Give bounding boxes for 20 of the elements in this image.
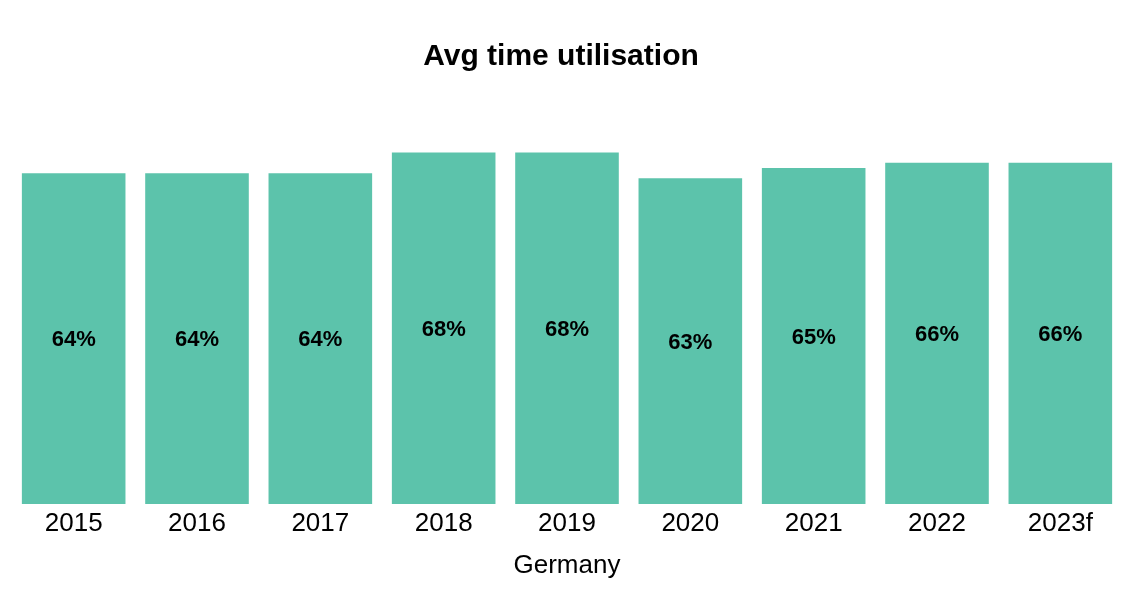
data-label: 64% (298, 326, 343, 352)
chart-title: Avg time utilisation (423, 37, 699, 71)
x-tick-label: 2015 (44, 507, 103, 537)
x-tick-label: 2019 (538, 507, 596, 537)
data-label: 64% (51, 326, 96, 352)
data-label: 64% (174, 326, 220, 352)
x-axis-title: Germany (513, 548, 621, 579)
data-label: 66% (1038, 320, 1083, 346)
x-tick-label: 2016 (168, 507, 226, 537)
x-tick-label: 2017 (291, 507, 350, 537)
x-tick-label: 2020 (661, 507, 720, 537)
x-tick-label: 2018 (414, 507, 473, 537)
data-label: 68% (544, 315, 590, 341)
data-label: 68% (421, 315, 466, 341)
data-label: 63% (668, 328, 713, 354)
x-tick-label: 2022 (908, 507, 966, 537)
data-label: 65% (791, 323, 836, 349)
x-tick-label: 2023f (1027, 507, 1094, 537)
data-label: 66% (914, 320, 960, 346)
x-tick-label: 2021 (784, 507, 843, 537)
